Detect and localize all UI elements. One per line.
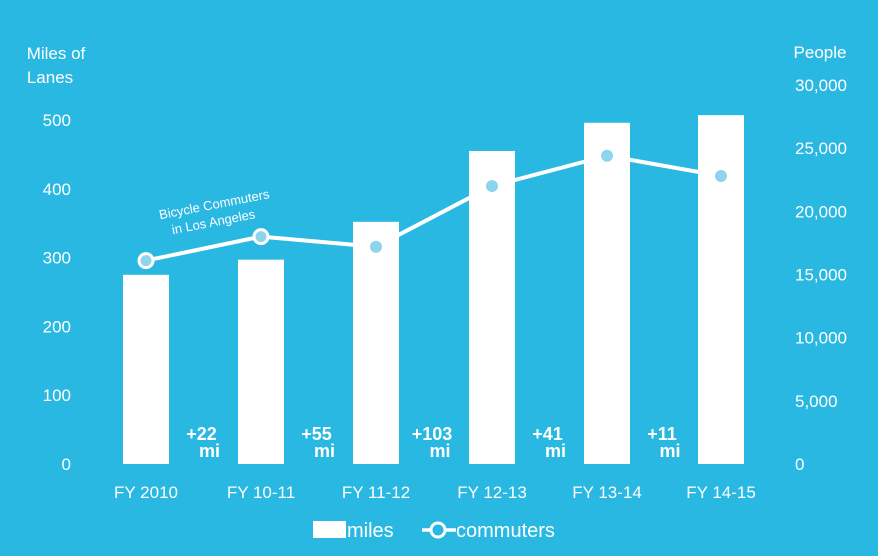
right-tick-label: 10,000 (795, 329, 847, 348)
commuters-point (137, 252, 155, 270)
bar-miles (238, 259, 284, 464)
commuters-point (486, 180, 498, 193)
right-tick-label: 5,000 (795, 392, 838, 411)
category-label: FY 14-15 (686, 483, 756, 502)
category-label: FY 11-12 (342, 483, 410, 502)
legend-miles-swatch (313, 521, 346, 538)
bar-miles (584, 122, 630, 464)
increment-unit: mi (545, 441, 566, 461)
increment-unit: mi (199, 441, 220, 461)
legend-commuters-label: commuters (456, 520, 555, 542)
left-tick-label: 200 (43, 317, 71, 336)
left-tick-label: 300 (43, 249, 71, 268)
right-tick-label: 0 (795, 455, 804, 474)
bars (123, 115, 744, 465)
right-tick-label: 25,000 (795, 139, 847, 158)
legend: miles commuters (313, 520, 555, 542)
legend-commuters-marker (429, 521, 447, 539)
commuters-point (715, 169, 727, 182)
category-label: FY 10-11 (227, 483, 295, 502)
bar-miles (698, 115, 744, 465)
left-tick-label: 0 (62, 455, 71, 474)
left-axis-label-line1: Miles of (27, 44, 86, 63)
right-axis-label: People (794, 43, 847, 62)
increment-unit: mi (429, 441, 450, 461)
increment-unit: mi (659, 441, 680, 461)
left-axis-label-line2: Lanes (27, 68, 73, 87)
legend-miles-label: miles (347, 520, 394, 542)
increment-value: +55 (301, 424, 332, 444)
commuters-line (145, 153, 722, 263)
right-tick-label: 15,000 (795, 266, 847, 285)
increment-value: +11 (647, 424, 677, 444)
commuters-point (370, 240, 382, 253)
increment-value: +103 (412, 424, 453, 444)
category-label: FY 13-14 (572, 483, 642, 502)
right-tick-label: 20,000 (795, 202, 847, 221)
left-tick-label: 100 (43, 386, 71, 405)
category-label: FY 12-13 (457, 483, 527, 502)
increment-value: +41 (532, 424, 563, 444)
bar-miles (123, 274, 169, 464)
increment-unit: mi (314, 441, 335, 461)
left-axis-ticks: 0 100 200 300 400 500 (43, 111, 71, 474)
increment-value: +22 (186, 424, 217, 444)
commuters-point (601, 149, 613, 162)
right-axis-ticks: 0 5,000 10,000 15,000 20,000 25,000 30,000 (795, 76, 847, 474)
commuters-point (252, 228, 270, 246)
category-label: FY 2010 (114, 483, 178, 502)
bar-miles (353, 221, 399, 464)
category-labels: FY 2010 FY 10-11 FY 11-12 FY 12-13 FY 13-14 F… (114, 483, 756, 502)
annotation: Bicycle Commuters in Los Angeles (158, 186, 271, 237)
left-tick-label: 400 (43, 180, 71, 199)
right-tick-label: 30,000 (795, 76, 847, 95)
commuters-points (137, 149, 727, 270)
bar-miles (469, 150, 515, 464)
left-tick-label: 500 (43, 111, 71, 130)
